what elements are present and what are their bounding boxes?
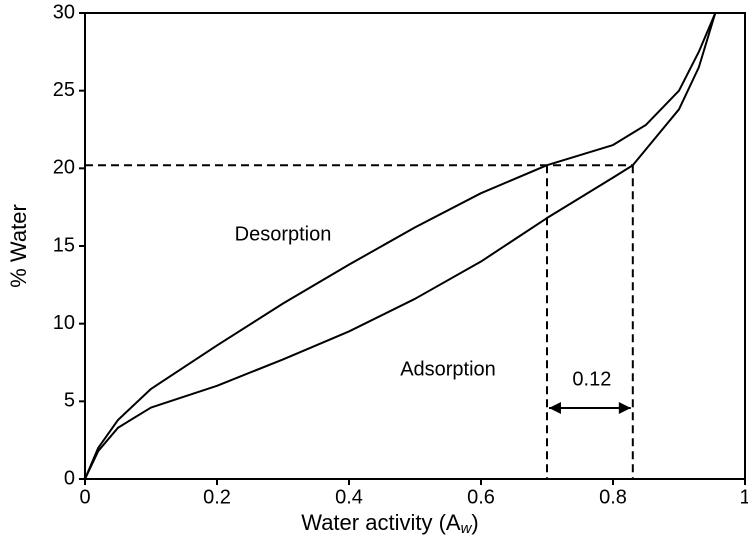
x-tick-label: 0.2 — [203, 486, 231, 508]
y-tick-label: 30 — [53, 1, 75, 23]
x-tick-label: 0 — [79, 486, 90, 508]
curve — [84, 12, 717, 480]
y-tick-label: 25 — [53, 79, 75, 101]
y-tick-label: 0 — [64, 467, 75, 489]
x-tick-label: 0.6 — [467, 486, 495, 508]
plot-frame — [84, 12, 746, 480]
x-tick-label: 0.4 — [335, 486, 363, 508]
y-axis-label: % Water — [6, 204, 31, 288]
annotation: 0.12 — [572, 368, 611, 390]
y-tick-label: 15 — [53, 234, 75, 256]
x-axis-label-main: Water activity (A — [301, 510, 461, 535]
y-tick-label: 10 — [53, 312, 75, 334]
series-label: Desorption — [235, 223, 332, 245]
arrow-head — [549, 402, 561, 414]
x-axis-label-end: ) — [471, 510, 478, 535]
y-tick-label: 5 — [64, 390, 75, 412]
x-tick-label: 0.8 — [599, 486, 627, 508]
curve — [84, 12, 717, 480]
x-axis-label: Water activity (Aw) — [301, 510, 479, 537]
y-tick-label: 20 — [53, 157, 75, 179]
x-tick-label: 1 — [739, 486, 748, 508]
series-label: Adsorption — [400, 359, 496, 381]
arrow-head — [618, 402, 631, 414]
x-axis-label-sub: w — [461, 520, 473, 537]
